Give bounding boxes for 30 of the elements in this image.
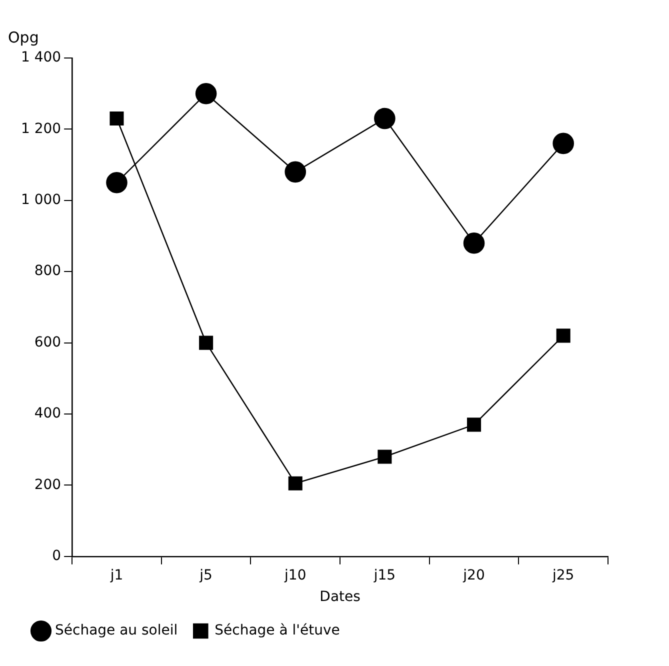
point — [378, 450, 392, 464]
point — [374, 108, 396, 130]
y-axis-title: Opg — [8, 28, 39, 46]
x-tick-label: j5 — [198, 567, 212, 584]
point — [199, 336, 214, 350]
y-tick-label: 0 — [52, 548, 62, 564]
y-tick-label: 400 — [34, 406, 62, 422]
x-tick-label: j25 — [551, 567, 574, 584]
point — [110, 112, 124, 126]
x-tick-label: j1 — [109, 567, 124, 584]
x-tick-label: j15 — [372, 567, 396, 584]
point — [288, 476, 302, 490]
point — [556, 328, 570, 343]
point — [284, 161, 306, 183]
point — [195, 82, 217, 104]
point — [552, 132, 574, 154]
x-axis-title: Dates — [320, 589, 360, 606]
point — [463, 232, 485, 254]
y-tick-label: 1 400 — [20, 50, 62, 66]
y-tick-label: 1 000 — [20, 192, 62, 208]
point — [106, 172, 128, 194]
y-tick-label: 200 — [34, 476, 62, 493]
y-tick-label: 800 — [34, 263, 62, 280]
x-tick-label: j20 — [462, 567, 485, 584]
x-tick-label: j10 — [284, 567, 306, 584]
y-tick-label: 1 200 — [20, 120, 62, 137]
legend-label: Séchage à l'étuve — [214, 622, 340, 639]
legend-label: Séchage au soleil — [55, 622, 178, 639]
y-tick-label: 600 — [34, 334, 62, 350]
point — [467, 418, 482, 432]
